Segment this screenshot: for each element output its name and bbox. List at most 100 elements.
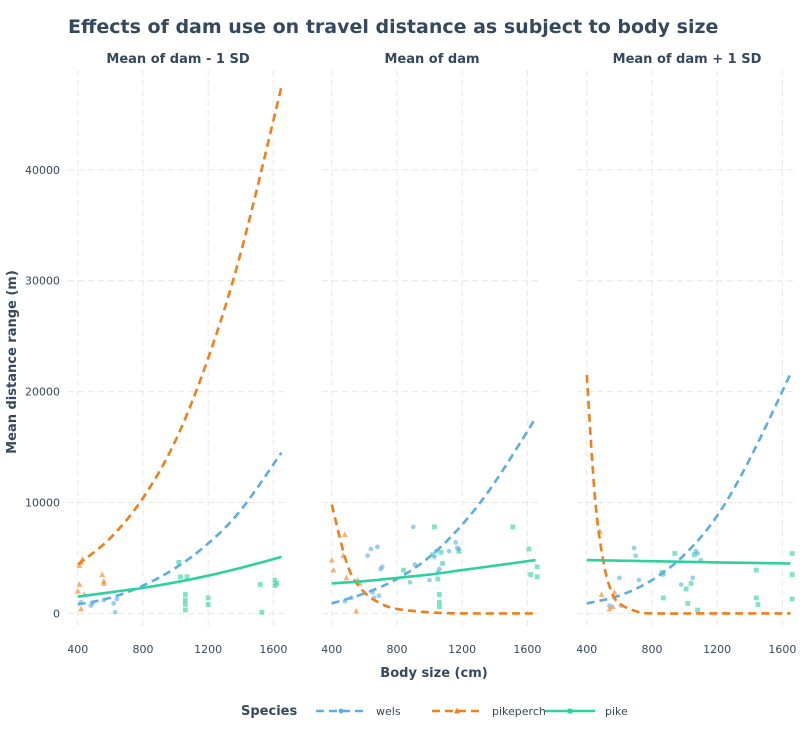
y-tick-label: 20000: [25, 386, 60, 399]
legend-key-wels: wels: [316, 705, 401, 718]
data-point-pike: [205, 602, 211, 607]
y-tick-label: 0: [53, 607, 60, 620]
data-point-pikeperch: [76, 562, 83, 569]
legend-label-pike: pike: [605, 705, 628, 718]
panel-mean-of-dam-1-sd: Mean of dam - 1 SD: [68, 52, 288, 630]
legend-label-wels: wels: [376, 705, 401, 718]
data-point-pikeperch: [611, 589, 618, 595]
data-point-wels: [436, 566, 442, 572]
legend-title: Species: [241, 704, 297, 719]
data-point-pikeperch: [341, 531, 348, 538]
data-point-pikeperch: [100, 578, 107, 584]
series-line-pike: [77, 555, 282, 598]
data-point-pike: [688, 581, 694, 586]
data-point-wels: [112, 609, 118, 615]
data-point-pike: [789, 572, 795, 577]
legend-key-pike: pike: [545, 705, 628, 718]
data-point-wels: [379, 564, 385, 570]
data-point-pike: [401, 567, 406, 573]
data-point-pike: [176, 559, 182, 565]
legend-marker-pikeperch: [454, 707, 460, 714]
legend-marker-wels: [338, 708, 344, 714]
data-point-wels: [453, 539, 459, 545]
data-point-pikeperch: [598, 591, 605, 597]
y-axis: 0 10000 20000 30000 40000: [25, 164, 60, 621]
series-line-pikeperch: [330, 504, 536, 615]
y-axis-title: Mean distance range (m): [5, 270, 20, 454]
data-point-wels: [407, 579, 413, 585]
x-tick-label: 1200: [194, 643, 222, 656]
y-tick-label: 40000: [25, 164, 60, 177]
data-point-pike: [510, 524, 516, 530]
data-point-pike: [182, 607, 188, 613]
series-line-pikeperch: [76, 86, 283, 566]
x-tick-label: 1200: [448, 643, 476, 656]
series-line-wels: [586, 373, 792, 605]
data-point-pike: [182, 597, 188, 603]
data-point-pikeperch: [609, 603, 616, 610]
panel-mean-of-dam-1-sd: Mean of dam + 1 SD: [577, 52, 797, 630]
data-point-wels: [432, 554, 437, 560]
x-tick-label: 800: [386, 643, 407, 656]
legend-marker-pike: [567, 708, 573, 714]
x-tick-label: 400: [67, 643, 88, 656]
data-point-pike: [205, 595, 211, 601]
legend: Species wels pikeperch pike: [241, 704, 628, 719]
series-line-wels: [331, 417, 537, 605]
x-tick-label: 800: [132, 643, 153, 656]
data-point-pike: [660, 595, 666, 601]
series-line-pike: [331, 558, 536, 585]
series-line-pike: [586, 558, 791, 565]
data-point-pike: [753, 595, 759, 601]
data-point-pike: [259, 609, 265, 615]
data-point-pike: [683, 586, 689, 592]
data-point-pikeperch: [99, 571, 106, 577]
data-point-wels: [633, 553, 639, 559]
data-point-wels: [111, 600, 117, 606]
data-point-pike: [755, 602, 761, 607]
data-point-pike: [184, 574, 190, 580]
panel-mean-of-dam: Mean of dam: [322, 52, 542, 630]
data-point-pike: [436, 599, 442, 605]
data-point-pikeperch: [330, 566, 337, 573]
legend-key-pikeperch: pikeperch: [432, 705, 546, 718]
y-tick-label: 10000: [25, 496, 60, 509]
data-point-pikeperch: [353, 607, 360, 614]
data-point-pike: [528, 572, 533, 577]
x-tick-label: 1600: [259, 643, 287, 656]
data-point-wels: [376, 593, 382, 599]
data-point-wels: [695, 551, 700, 556]
data-point-pike: [438, 549, 444, 555]
data-point-pike: [182, 602, 188, 607]
data-point-pike: [436, 592, 442, 597]
data-point-wels: [607, 603, 612, 609]
data-point-pike: [695, 607, 700, 613]
chart-title: Effects of dam use on travel distance as…: [68, 16, 718, 38]
data-point-pike: [272, 577, 278, 583]
legend-label-pikeperch: pikeperch: [492, 705, 546, 718]
series-line-pikeperch: [585, 374, 791, 615]
x-tick-label: 800: [641, 643, 662, 656]
data-point-pike: [753, 567, 759, 573]
data-point-pikeperch: [328, 556, 335, 563]
data-point-pike: [432, 524, 437, 530]
data-point-pike: [526, 546, 532, 552]
data-point-pike: [436, 604, 442, 610]
x-tick-label: 1600: [513, 643, 541, 656]
data-point-pike: [257, 582, 263, 587]
data-point-wels: [368, 546, 374, 552]
data-point-pikeperch: [343, 574, 350, 581]
data-point-pike: [789, 551, 795, 556]
facet-label: Mean of dam - 1 SD: [106, 52, 249, 67]
data-point-pikeperch: [76, 581, 83, 587]
data-point-pike: [685, 600, 691, 606]
data-point-wels: [410, 524, 416, 530]
data-point-pike: [435, 576, 441, 582]
x-axis: 400 800 1200 1600 400 800 1200 1600 400 800 1200 16…: [67, 643, 796, 656]
data-point-wels: [616, 575, 622, 581]
data-point-pike: [440, 561, 445, 566]
data-point-pike: [691, 552, 697, 557]
data-point-wels: [678, 582, 684, 587]
data-point-pikeperch: [606, 605, 613, 612]
